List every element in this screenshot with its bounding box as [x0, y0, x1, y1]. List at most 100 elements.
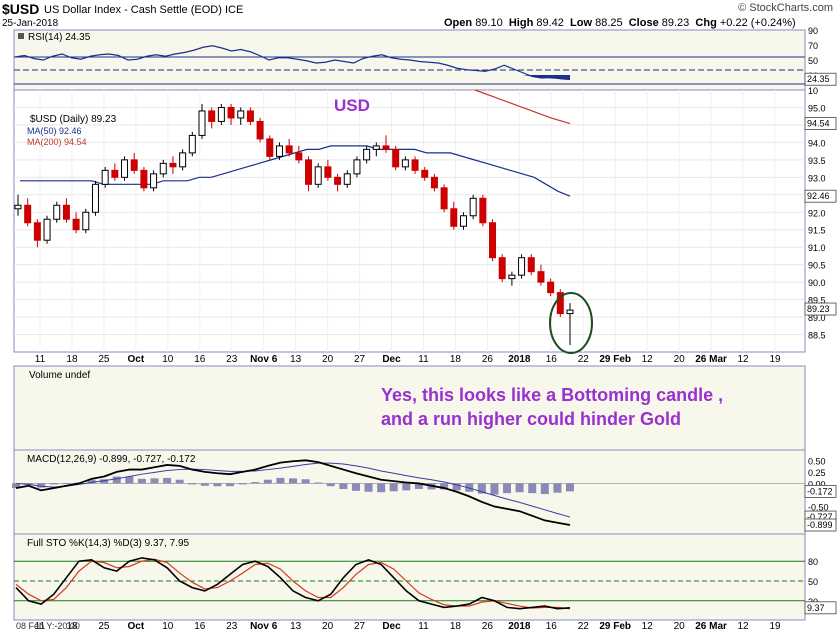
x-tick-label: 19: [769, 621, 781, 632]
sto-tick-label: 50: [808, 577, 818, 587]
rsi-tick-label: 50: [808, 56, 818, 66]
high-label: High: [508, 17, 534, 29]
close-value: 89.23: [661, 17, 690, 29]
candle-body: [343, 173, 351, 185]
x-tick-label: 11: [418, 621, 429, 632]
candle-body: [111, 169, 119, 178]
x-tick-label: 29 Feb: [599, 621, 631, 632]
ma-plot: [20, 89, 571, 197]
macd-histogram-bar: [364, 483, 373, 492]
macd-histogram-bar: [440, 483, 449, 490]
candle-body: [295, 152, 303, 161]
macd-histogram-bar: [452, 483, 461, 491]
x-tick-label: 12: [737, 354, 749, 365]
candle-body: [43, 218, 51, 241]
price-tick-label: 89.0: [808, 313, 826, 323]
macd-histogram-bar: [540, 483, 549, 495]
x-tick-label: 29 Feb: [599, 354, 631, 365]
candle-body: [82, 211, 90, 231]
candle-body: [508, 274, 516, 280]
price-tick-label: 90.0: [808, 278, 826, 288]
rsi-title: RSI(14) 24.35: [28, 32, 91, 43]
macd-tick-label: -0.50: [808, 503, 829, 513]
candle-body: [353, 159, 361, 175]
x-tick-label: Nov 6: [250, 354, 278, 365]
rsi-line: [14, 45, 571, 81]
macd-histogram-bar: [100, 479, 109, 484]
macd-histogram-bar: [503, 483, 512, 494]
chart-date: 25-Jan-2018: [2, 18, 59, 29]
macd-histogram-bar: [301, 479, 310, 484]
x-tick-label: 18: [450, 621, 462, 632]
macd-histogram-bar: [125, 476, 134, 484]
rsi-value-tag: 24.35: [807, 74, 830, 84]
candle-body: [208, 110, 216, 122]
candle-body: [285, 145, 293, 154]
x-tick-label: Oct: [128, 621, 145, 632]
candle-body: [566, 309, 574, 315]
candle-body: [372, 145, 380, 150]
macd-histogram-bar: [490, 483, 499, 495]
candle-body: [382, 145, 390, 150]
high-value: 89.42: [536, 17, 564, 29]
macd-line: [15, 459, 571, 526]
macd-histogram-bar: [402, 483, 411, 491]
candle-body: [430, 176, 438, 189]
price-grid: [14, 90, 805, 352]
candle-body: [392, 148, 400, 168]
candle-body: [547, 281, 555, 294]
macd-histogram-bar: [251, 482, 260, 484]
macd-histogram-bar: [276, 477, 285, 484]
macd-tick-label: 0.00: [808, 479, 826, 489]
candle-body: [179, 152, 187, 168]
x-tick-label: 27: [354, 354, 366, 365]
panel-frames: [13, 29, 806, 621]
candle-body: [53, 204, 61, 220]
macd-title: MACD(12,26,9) -0.899, -0.727, -0.172: [27, 454, 196, 465]
x-tick-label: 2018: [508, 354, 531, 365]
x-tick-label: 26 Mar: [695, 621, 727, 632]
volume-panel: [13, 365, 806, 451]
macd-histogram-bar: [377, 483, 386, 493]
macd-value-tag: -0.899: [807, 520, 833, 530]
macd-plot: [12, 459, 805, 526]
ohlc-readout: Open 89.10 High 89.42 Low 88.25 Close 89…: [444, 17, 796, 29]
macd-hist-tag: -0.172: [807, 486, 833, 496]
ma50-line: [20, 145, 571, 197]
candle-body: [246, 110, 254, 122]
x-tick-label: Dec: [382, 354, 401, 365]
candle-body: [130, 159, 138, 171]
macd-histogram-bar: [553, 483, 562, 493]
candle-body: [459, 215, 467, 227]
ma200-legend: MA(200) 94.54: [27, 137, 87, 147]
x-tick-label: 13: [290, 354, 302, 365]
price-tick-label: 91.0: [808, 243, 826, 253]
x-tick-label: 27: [354, 621, 366, 632]
candle-body: [14, 204, 22, 210]
candle-body: [266, 138, 274, 157]
price-tick-label: 95.0: [808, 103, 826, 113]
close-value-tag: 89.23: [807, 304, 830, 314]
x-tick-label: 23: [226, 354, 238, 365]
candle-body: [227, 106, 235, 119]
symbol-title: $USD: [2, 1, 40, 17]
comment-line-1: Yes, this looks like a Bottoming candle …: [381, 385, 723, 405]
macd-histogram-bar: [37, 483, 46, 488]
x-tick-label: 12: [642, 621, 654, 632]
candle-body: [518, 257, 526, 276]
price-title: $USD (Daily) 89.23: [30, 114, 117, 125]
macd-histogram-bar: [163, 477, 172, 484]
macd-histogram-bar: [12, 483, 20, 489]
candle-body: [421, 169, 429, 178]
sto-value-tag-box: [804, 601, 837, 615]
x-tick-label: Dec: [382, 621, 401, 632]
macd-hist-tag-box: [804, 484, 837, 498]
corner-label: 08 Feb Y:-20.00: [16, 621, 80, 631]
macd-histogram-bar: [339, 483, 348, 489]
low-value: 88.25: [595, 17, 623, 29]
candles: [14, 103, 574, 346]
candle-body: [334, 176, 342, 185]
sto-title: Full STO %K(14,3) %D(3) 9.37, 7.95: [27, 538, 190, 549]
macd-tick-label: 0.50: [808, 456, 826, 466]
x-tick-label: 18: [66, 621, 78, 632]
